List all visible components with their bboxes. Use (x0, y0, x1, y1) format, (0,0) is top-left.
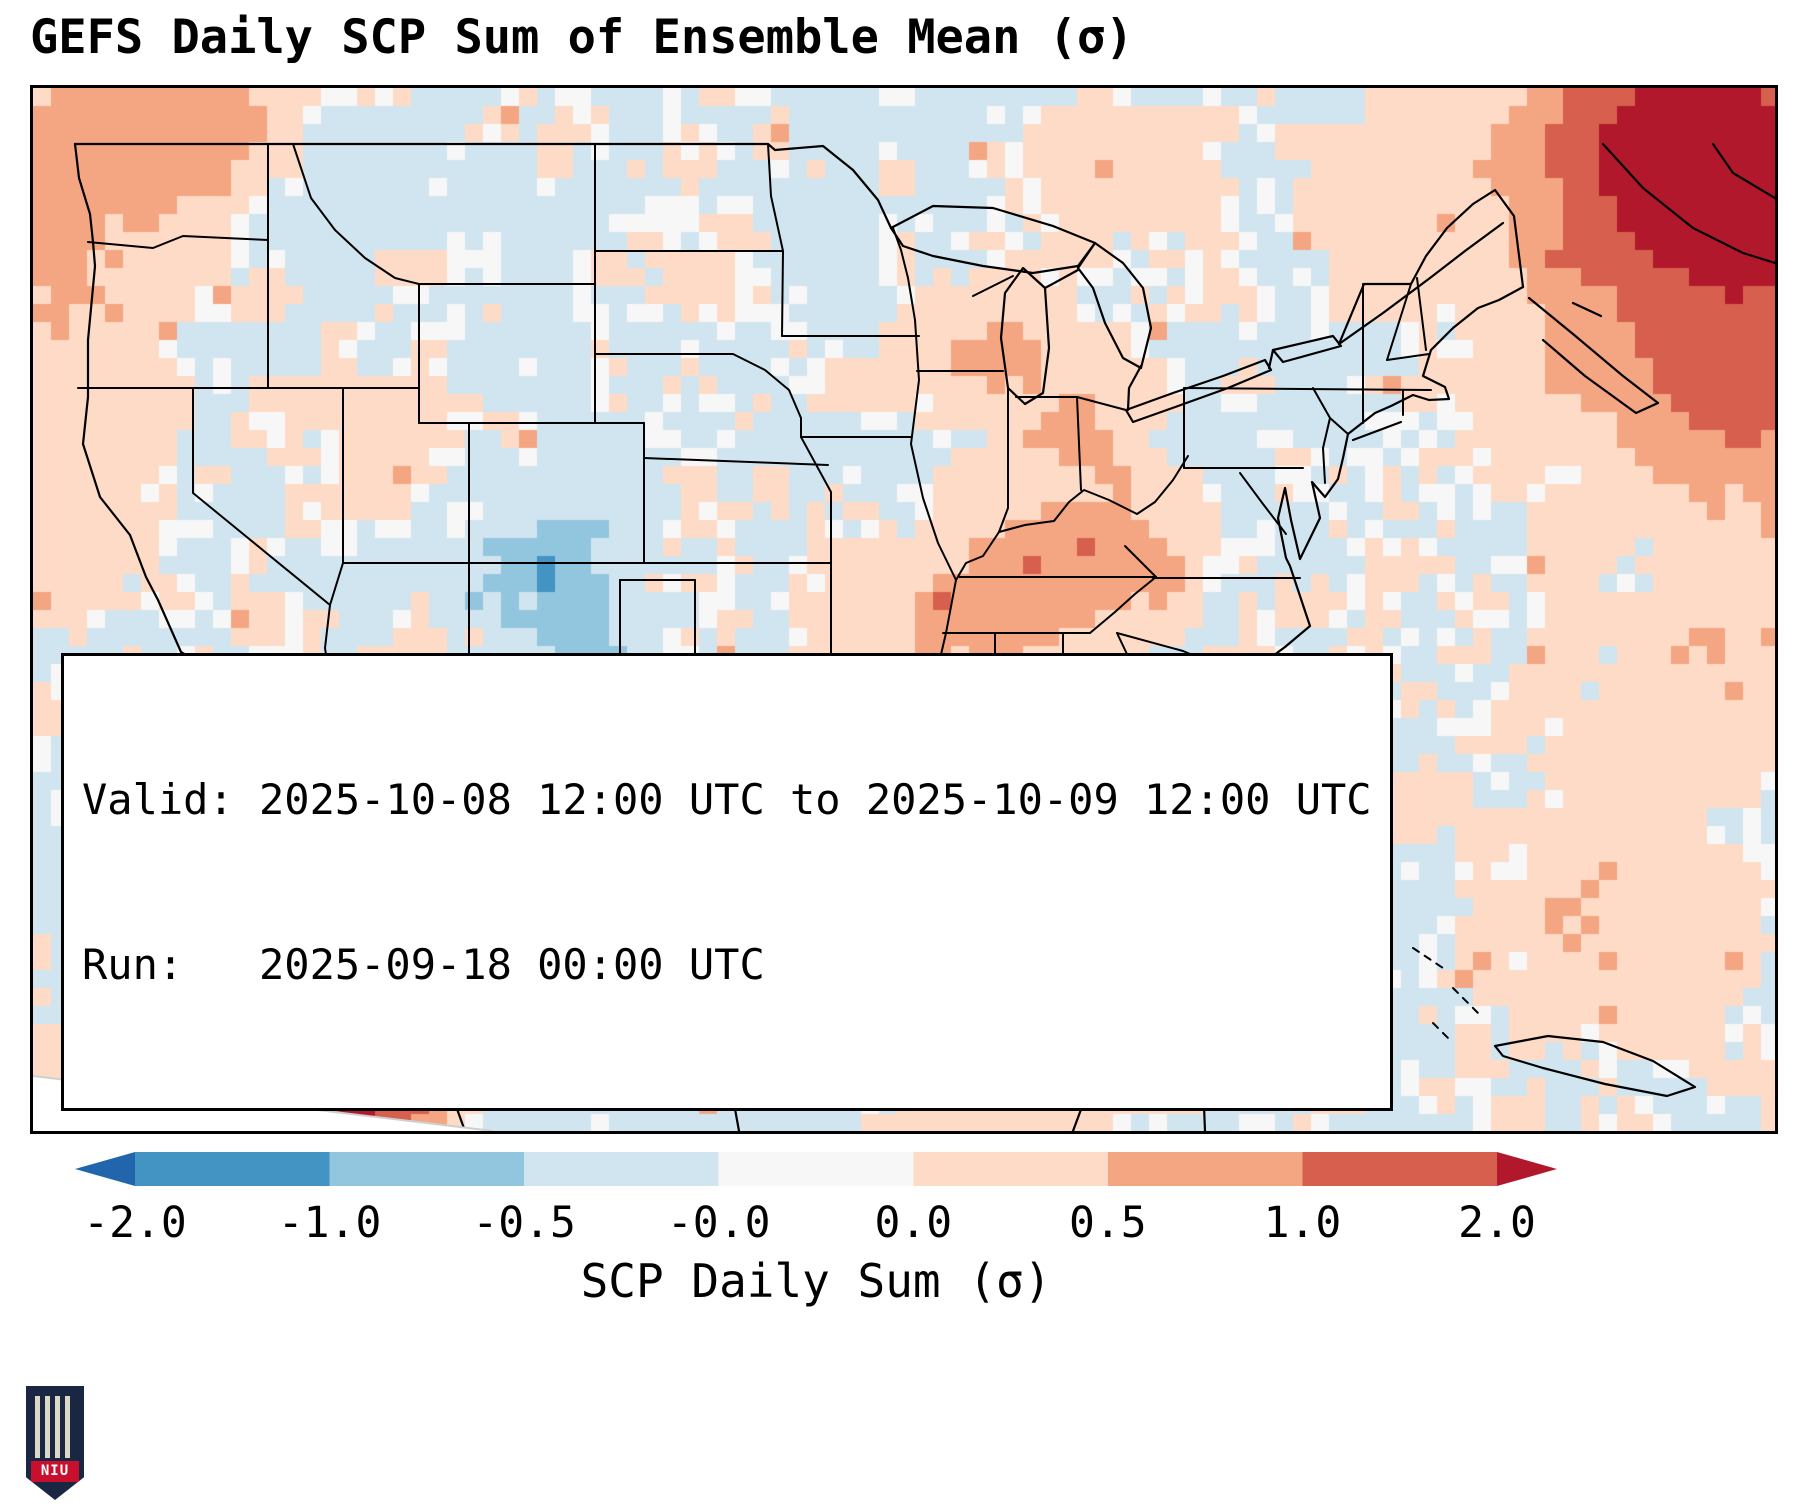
niu-building-icon (35, 1396, 75, 1458)
page-title: GEFS Daily SCP Sum of Ensemble Mean (σ) (30, 10, 1134, 65)
niu-logo-text: NIU (31, 1461, 79, 1482)
niu-shield-icon: NIU (26, 1386, 84, 1500)
colorbar-tick-label: 0.5 (1069, 1198, 1147, 1248)
colorbar-tick-label: 2.0 (1458, 1198, 1536, 1248)
map: Valid: 2025-10-08 12:00 UTC to 2025-10-0… (30, 85, 1778, 1134)
colorbar-label: SCP Daily Sum (σ) (580, 1254, 1052, 1308)
colorbar-over-arrow (1497, 1152, 1557, 1186)
colorbar-tick-label: -2.0 (83, 1198, 187, 1248)
colorbar-under-arrow (75, 1152, 135, 1186)
colorbar-tick-label: 0.0 (874, 1198, 953, 1248)
colorbar (75, 1152, 1557, 1186)
valid-time-text: Valid: 2025-10-08 12:00 UTC to 2025-10-0… (82, 775, 1372, 824)
colorbar-ticks: -2.0 -1.0 -0.5 -0.0 0.0 0.5 1.0 2.0 (83, 1198, 1536, 1248)
info-box: Valid: 2025-10-08 12:00 UTC to 2025-10-0… (61, 653, 1393, 1111)
colorbar-tick-label: 1.0 (1263, 1198, 1342, 1248)
colorbar-tick-label: -0.0 (666, 1198, 771, 1248)
colorbar-tick-label: -0.5 (472, 1198, 576, 1248)
run-time-text: Run: 2025-09-18 00:00 UTC (82, 940, 765, 989)
colorbar-gradient (135, 1152, 1497, 1186)
niu-logo: NIU (26, 1386, 84, 1500)
colorbar-tick-label: -1.0 (277, 1198, 382, 1248)
